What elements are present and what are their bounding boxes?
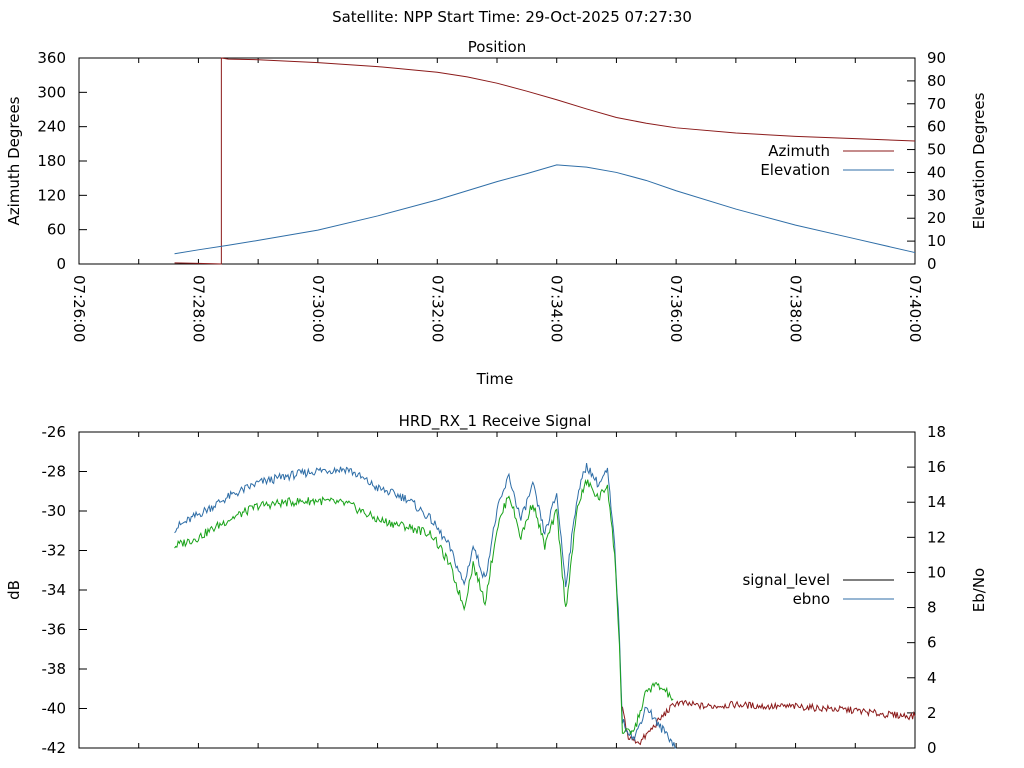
receive-y2-tick-label: 14 [927, 493, 946, 511]
receive-y-tick-label: -38 [42, 660, 67, 678]
receive-y-tick-label: -34 [42, 581, 67, 599]
receive-y-tick-label: -30 [42, 502, 67, 520]
elevation-line [174, 164, 916, 255]
ebno-axis-label: Eb/No [970, 568, 988, 612]
receive-y-tick-label: -42 [42, 739, 67, 757]
receive-right-axis: 0 2 4 6 8 10 12 14 16 18 [907, 423, 946, 757]
position-x-tick-label: 07:38:00 [787, 275, 805, 342]
receive-y2-tick-label: 0 [927, 739, 937, 757]
position-y2-tick-label: 20 [927, 209, 946, 227]
position-y-tick-label: 300 [37, 83, 66, 101]
receive-y2-tick-label: 12 [927, 528, 946, 546]
position-y-tick-label: 360 [37, 49, 66, 67]
receive-y2-tick-label: 16 [927, 458, 946, 476]
receive-y-tick-label: -26 [42, 423, 67, 441]
receive-y2-tick-label: 10 [927, 563, 946, 581]
position-y2-tick-label: 50 [927, 141, 946, 159]
position-legend: Azimuth Elevation [760, 142, 894, 179]
receive-plot-frame [78, 431, 916, 749]
position-left-axis: 0 60 120 180 240 300 360 [37, 49, 87, 273]
signal-level-line [621, 699, 916, 746]
azimuth-line [174, 57, 916, 265]
position-x-tick-label: 07:36:00 [667, 275, 685, 342]
receive-y-tick-label: -40 [42, 700, 67, 718]
position-x-tick-label: 07:34:00 [548, 275, 566, 342]
position-y2-tick-label: 40 [927, 163, 946, 181]
position-series [174, 57, 916, 265]
position-y-tick-label: 60 [47, 221, 66, 239]
position-y2-tick-label: 10 [927, 232, 946, 250]
signal-green-line [174, 478, 674, 736]
position-y2-tick-label: 30 [927, 186, 946, 204]
receive-y-tick-label: -36 [42, 621, 67, 639]
position-x-tick-label: 07:30:00 [309, 275, 327, 342]
figure-title: Satellite: NPP Start Time: 29-Oct-2025 0… [332, 8, 692, 26]
db-axis-label: dB [5, 580, 23, 600]
position-chart-title: Position [468, 38, 526, 56]
receive-legend: signal_level ebno [742, 571, 894, 608]
ebno-line [174, 462, 677, 749]
position-x-tick-label: 07:26:00 [70, 275, 88, 342]
receive-y2-tick-label: 8 [927, 599, 937, 617]
legend-ebno-label: ebno [793, 590, 830, 608]
position-y-tick-label: 120 [37, 186, 66, 204]
position-x-tick-label: 07:28:00 [189, 275, 207, 342]
position-y-tick-label: 180 [37, 152, 66, 170]
position-y2-tick-label: 90 [927, 49, 946, 67]
receive-y2-tick-label: 4 [927, 669, 937, 687]
receive-y2-tick-label: 18 [927, 423, 946, 441]
receive-y2-tick-label: 2 [927, 704, 937, 722]
position-y2-tick-label: 0 [927, 255, 937, 273]
position-x-tick-label: 07:40:00 [906, 275, 924, 342]
legend-signal-level-label: signal_level [742, 571, 830, 590]
position-y-tick-label: 0 [56, 255, 66, 273]
receive-y2-tick-label: 6 [927, 634, 937, 652]
receive-series [174, 462, 916, 749]
receive-time-axis [78, 432, 916, 748]
receive-y-tick-label: -32 [42, 542, 67, 560]
receive-left-axis: -26 -28 -30 -32 -34 -36 -38 -40 -42 [42, 423, 87, 757]
position-y2-tick-label: 60 [927, 118, 946, 136]
position-y-tick-label: 240 [37, 118, 66, 136]
receive-signal-chart: HRD_RX_1 Receive Signal -26-28-30-32-34-… [5, 412, 988, 757]
legend-azimuth-label: Azimuth [768, 142, 830, 160]
azimuth-axis-label: Azimuth Degrees [5, 96, 23, 225]
position-x-tick-label: 07:32:00 [428, 275, 446, 342]
position-chart: Position 0 60 120 180 240 300 360 0 10 20 30 40 50 6… [5, 38, 988, 388]
time-axis-label: Time [476, 370, 514, 388]
receive-y-tick-label: -28 [42, 463, 67, 481]
position-y2-tick-label: 70 [927, 95, 946, 113]
position-right-axis: 0 10 20 30 40 50 60 70 80 90 [907, 49, 946, 273]
receive-signal-chart-title: HRD_RX_1 Receive Signal [399, 412, 592, 431]
legend-elevation-label: Elevation [760, 161, 830, 179]
position-y2-tick-label: 80 [927, 72, 946, 90]
elevation-axis-label: Elevation Degrees [970, 92, 988, 229]
position-time-axis: 07:26:00 07:28:00 07:30:00 07:32:00 07:34:00… [70, 58, 924, 342]
